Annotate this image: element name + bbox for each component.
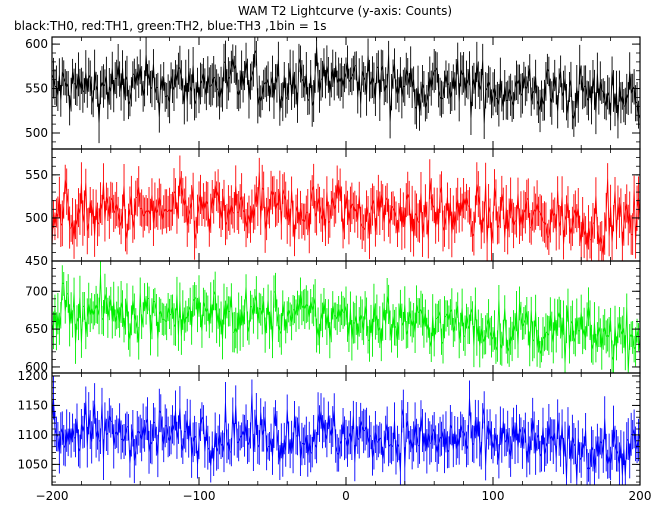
chart-subtitle: black:TH0, red:TH1, green:TH2, blue:TH3 … [14,19,327,33]
y-tick-label: 1050 [17,457,48,471]
y-tick-label: 500 [25,211,48,225]
y-tick-label: 1150 [17,398,48,412]
chart-title: WAM T2 Lightcurve (y-axis: Counts) [238,4,452,18]
series-line-th1 [52,155,640,261]
y-tick-label: 450 [25,254,48,268]
y-tick-label: 550 [25,82,48,96]
x-tick-label: 100 [482,489,505,503]
panel-th2: 600 650 700 [25,260,641,374]
x-axis: −200 −100 0 100 200 [36,489,652,503]
x-tick-label: −100 [183,489,216,503]
y-tick-label: 600 [25,360,48,374]
y-tick-label: 1200 [17,369,48,383]
panel-th3: 1050 1100 1150 1200 [17,369,641,486]
y-tick-label: 650 [25,322,48,336]
x-tick-label: −200 [36,489,69,503]
y-tick-label: 1100 [17,428,48,442]
y-tick-label: 600 [25,37,48,51]
series-line-th0 [52,37,640,144]
x-tick-label: 200 [629,489,652,503]
y-tick-label: 550 [25,168,48,182]
x-tick-label: 0 [342,489,350,503]
y-tick-label: 700 [25,284,48,298]
series-line-th2 [52,261,640,373]
panel-th0: 500 550 600 [25,36,641,150]
y-tick-label: 500 [25,126,48,140]
panels-group: 5005506004505005506006507001050110011501… [17,36,641,486]
series-line-th3 [52,375,640,485]
panel-th1: 450 500 550 [25,148,641,268]
